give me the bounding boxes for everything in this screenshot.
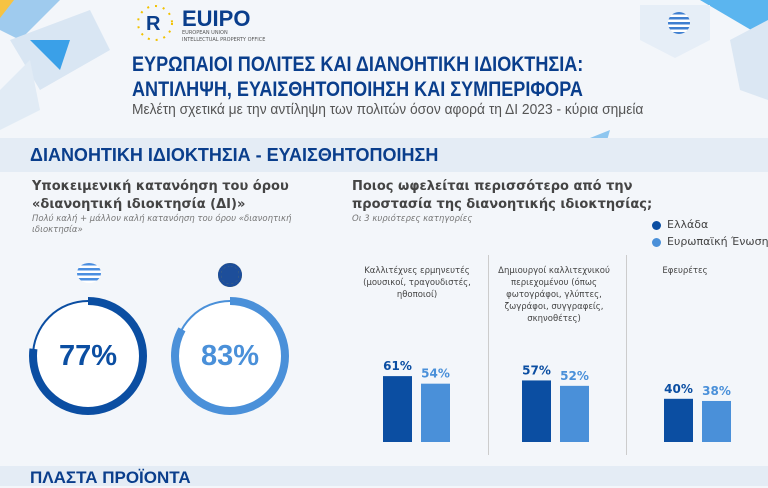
- bar: [664, 399, 693, 442]
- bar: [560, 386, 589, 442]
- bar: [383, 376, 412, 442]
- bar: [421, 384, 450, 442]
- bar: [522, 380, 551, 442]
- bar-chart: 61% 57% 40% 54% 52% 38%: [0, 0, 768, 481]
- bar-value-label: 38%: [702, 384, 731, 398]
- bar-value-label: 54%: [421, 367, 450, 381]
- bar-value-label: 57%: [522, 363, 551, 377]
- bar: [702, 401, 731, 442]
- bar-value-label: 40%: [664, 382, 693, 396]
- bar-value-label: 61%: [383, 359, 412, 373]
- bar-value-label: 52%: [560, 369, 589, 383]
- next-section-title: ΠΛΑΣΤΑ ΠΡΟΪΟΝΤΑ: [30, 468, 191, 488]
